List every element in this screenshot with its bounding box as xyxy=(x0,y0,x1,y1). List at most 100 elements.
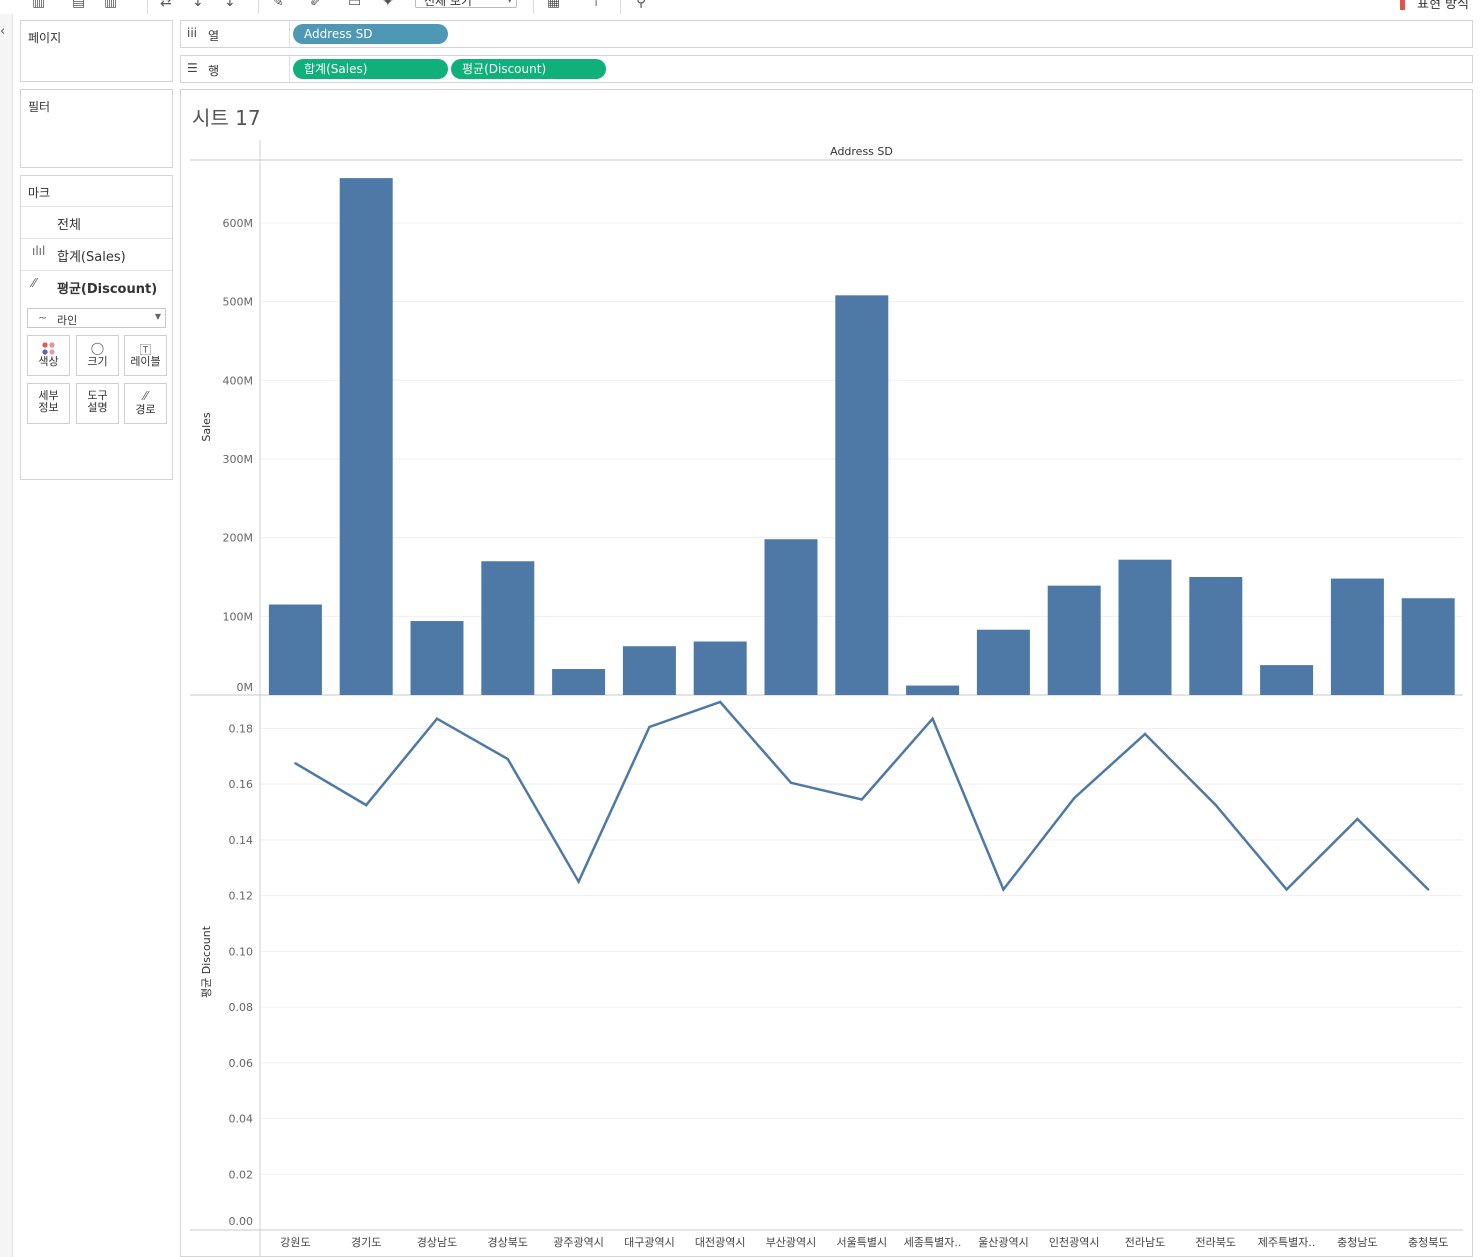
sales-tick-label: 300M xyxy=(223,453,254,466)
bar-16 xyxy=(1401,598,1455,695)
sort-ascending-icon[interactable]: ↕ xyxy=(192,0,204,10)
discount-point-4 xyxy=(577,880,580,883)
rows-shelf[interactable]: ☰ 행 합계(Sales) 평균(Discount) xyxy=(180,55,1473,83)
fit-dropdown-label: 전체 보기 xyxy=(424,0,472,8)
mark-type-dropdown[interactable]: ~ 라인 ▼ xyxy=(27,308,166,328)
mark-type-label: 라인 xyxy=(57,314,78,327)
sales-tick-label: 100M xyxy=(223,610,254,623)
marks-tab-discount-label: 평균(Discount) xyxy=(57,282,158,297)
rows-shelf-label: 행 xyxy=(208,64,220,78)
bar-4 xyxy=(552,669,606,695)
clear-sheet-icon[interactable]: ▥ xyxy=(104,0,118,10)
duplicate-sheet-icon[interactable]: ▤ xyxy=(72,0,86,10)
show-me-icon xyxy=(1400,0,1405,10)
marks-tab-discount[interactable]: ⁄⁄ 평균(Discount) xyxy=(21,270,172,302)
path-label: 경로 xyxy=(135,403,156,416)
bar-chart-icon: ılıl xyxy=(32,244,46,258)
bar-15 xyxy=(1330,578,1384,695)
column-header-label: Address SD xyxy=(830,145,893,158)
chevron-down-icon: ▾ xyxy=(507,0,512,6)
x-category-label: 제주특별자.. xyxy=(1258,1236,1316,1249)
label-toggle-icon[interactable]: ▭ xyxy=(348,0,362,10)
sales-tick-label: 500M xyxy=(223,296,254,309)
discount-point-0 xyxy=(294,762,297,765)
discount-tick-label: 0.00 xyxy=(229,1215,254,1228)
pages-card[interactable]: 페이지 xyxy=(20,20,173,82)
group-icon[interactable]: ✐ xyxy=(310,0,322,10)
discount-point-3 xyxy=(506,757,509,761)
rows-icon: ☰ xyxy=(187,61,198,75)
pill-avg-discount[interactable]: 평균(Discount) xyxy=(451,59,606,79)
bar-10 xyxy=(976,629,1030,695)
discount-tick-label: 0.16 xyxy=(229,778,254,791)
discount-point-7 xyxy=(789,781,793,784)
collapse-left-icon[interactable]: ‹ xyxy=(0,24,6,39)
discount-point-1 xyxy=(365,803,368,807)
filters-card[interactable]: 필터 xyxy=(20,89,173,168)
pill-address-sd[interactable]: Address SD xyxy=(293,24,448,44)
bar-6 xyxy=(693,641,747,695)
sheet-title: 시트 17 xyxy=(192,106,261,130)
size-button[interactable]: ◯ 크기 xyxy=(76,335,119,376)
sales-tick-label: 600M xyxy=(223,217,254,230)
bar-7 xyxy=(764,539,818,695)
toolbar-divider xyxy=(258,0,259,14)
discount-point-5 xyxy=(648,725,651,729)
columns-icon: iii xyxy=(187,26,198,40)
highlight-icon[interactable]: ✎ xyxy=(272,0,284,10)
marks-tab-all[interactable]: 전체 xyxy=(21,206,172,238)
discount-tick-label: 0.02 xyxy=(229,1168,254,1181)
label-button[interactable]: 🅃 레이블 xyxy=(124,335,167,376)
x-category-label: 광주광역시 xyxy=(553,1236,604,1249)
new-worksheet-icon[interactable]: ▥ xyxy=(32,0,46,10)
bar-9 xyxy=(906,685,960,695)
sales-tick-label: 0M xyxy=(237,681,254,694)
chevron-down-icon: ▼ xyxy=(154,312,161,321)
tooltip-label-2: 설명 xyxy=(87,401,108,414)
fit-dropdown[interactable]: 전체 보기 ▾ xyxy=(415,0,517,8)
columns-shelf[interactable]: iii 열 Address SD xyxy=(180,20,1473,48)
toolbar-divider xyxy=(620,0,621,14)
tooltip-button[interactable]: 도구 설명 xyxy=(76,383,119,424)
columns-shelf-label: 열 xyxy=(208,29,220,43)
size-icon: ◯ xyxy=(90,341,105,355)
discount-point-10 xyxy=(1002,888,1005,891)
detail-label-2: 정보 xyxy=(38,401,59,414)
discount-series-line xyxy=(294,700,1430,892)
presentation-mode-icon[interactable]: ⊤ xyxy=(590,0,603,10)
discount-point-12 xyxy=(1143,732,1147,736)
pill-sum-sales[interactable]: 합계(Sales) xyxy=(293,59,448,79)
discount-point-13 xyxy=(1214,803,1218,807)
path-button[interactable]: ⁄⁄ 경로 xyxy=(124,383,167,424)
color-button[interactable]: 색상 xyxy=(27,335,70,376)
discount-tick-label: 0.06 xyxy=(229,1057,254,1070)
x-category-label: 부산광역시 xyxy=(766,1236,817,1249)
fix-axes-icon[interactable]: ✦ xyxy=(382,0,394,10)
discount-point-6 xyxy=(719,700,722,704)
marks-tab-sales-label: 합계(Sales) xyxy=(57,250,126,265)
detail-button[interactable]: 세부 정보 xyxy=(27,383,70,424)
discount-point-14 xyxy=(1285,888,1288,891)
x-category-label: 울산광역시 xyxy=(978,1236,1029,1249)
x-category-label: 전라북도 xyxy=(1196,1236,1236,1249)
shelf-divider xyxy=(289,56,290,82)
x-category-label: 충청북도 xyxy=(1408,1236,1448,1249)
color-label: 색상 xyxy=(38,355,59,368)
shelf-divider xyxy=(289,21,290,47)
bar-12 xyxy=(1118,559,1172,695)
bar-2 xyxy=(410,621,464,695)
show-me-button[interactable]: 표현 방식 xyxy=(1400,0,1469,12)
share-icon[interactable]: ⚲ xyxy=(636,0,647,10)
discount-point-11 xyxy=(1073,796,1076,800)
bar-11 xyxy=(1047,585,1101,695)
swap-rows-columns-icon[interactable]: ⇄ xyxy=(160,0,172,10)
bar-8 xyxy=(835,295,889,695)
sales-tick-label: 400M xyxy=(223,374,254,387)
x-category-label: 경상북도 xyxy=(488,1236,528,1249)
show-labels-icon[interactable]: ▦ xyxy=(547,0,561,10)
x-category-label: 강원도 xyxy=(280,1236,310,1249)
marks-tab-sales[interactable]: ılıl 합계(Sales) xyxy=(21,238,172,270)
text-label-icon: 🅃 xyxy=(139,343,152,357)
sort-descending-icon[interactable]: ↕ xyxy=(224,0,236,10)
sales-axis-title: Sales xyxy=(200,412,213,442)
